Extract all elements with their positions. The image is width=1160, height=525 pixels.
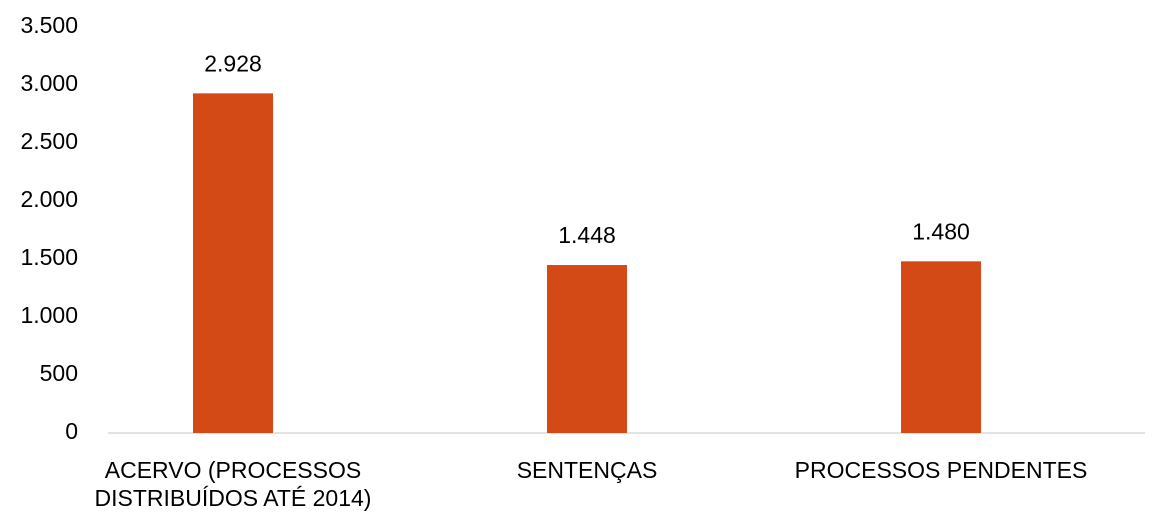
data-label: 1.480 <box>912 218 970 244</box>
x-tick-label: ACERVO (PROCESSOS DISTRIBUÍDOS ATÉ 2014) <box>94 457 372 511</box>
y-tick-label: 1.500 <box>20 244 78 270</box>
y-tick-label: 2.500 <box>20 128 78 154</box>
bar <box>547 265 627 433</box>
bar <box>901 261 981 433</box>
data-label: 2.928 <box>204 50 262 76</box>
x-tick-label: PROCESSOS PENDENTES <box>794 457 1088 483</box>
y-tick-label: 500 <box>40 360 78 386</box>
y-tick-label: 3.500 <box>20 12 78 38</box>
y-tick-label: 0 <box>65 418 78 444</box>
data-label: 1.448 <box>558 222 616 248</box>
y-tick-label: 3.000 <box>20 70 78 96</box>
y-tick-label: 1.000 <box>20 302 78 328</box>
bar <box>193 93 273 434</box>
x-tick-label: SENTENÇAS <box>516 457 658 483</box>
y-tick-label: 2.000 <box>20 186 78 212</box>
